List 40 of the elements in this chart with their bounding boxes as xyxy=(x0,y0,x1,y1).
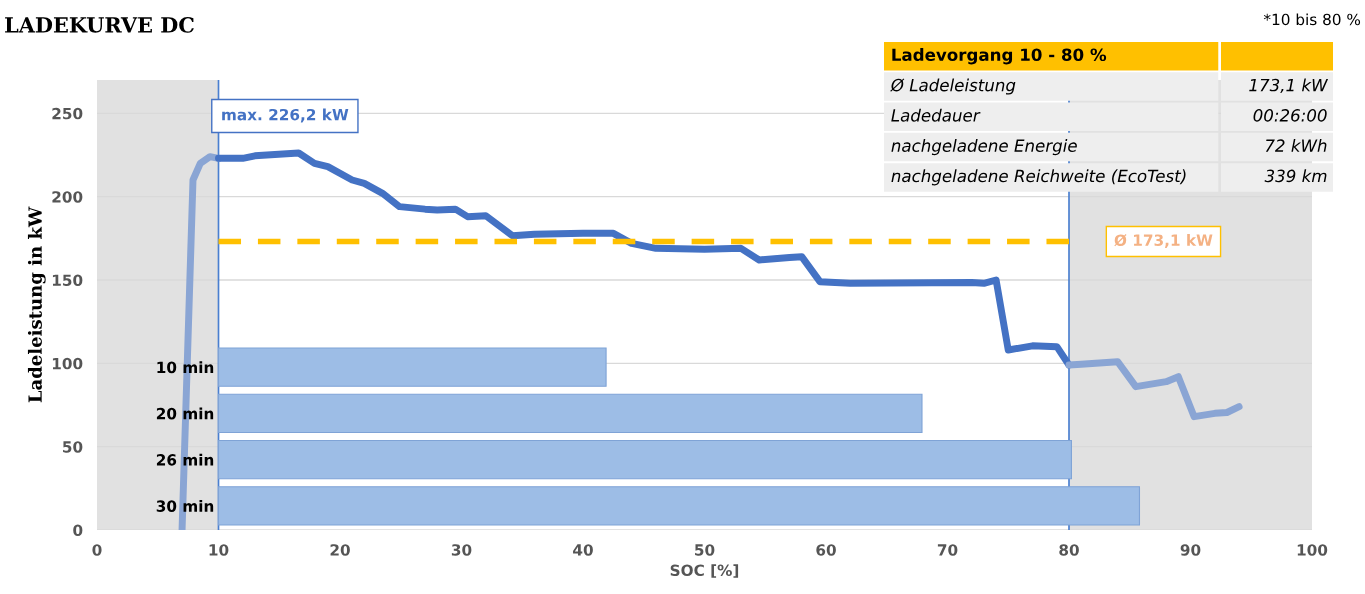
annotation: max. 226,2 kW xyxy=(222,108,349,123)
x-tick-label: 20 xyxy=(330,544,350,556)
x-tick-label: 100 xyxy=(1297,544,1328,556)
bar xyxy=(217,347,607,387)
chart-title: LADEKURVE DC xyxy=(5,17,194,33)
annotation: Ladedauer xyxy=(891,108,981,122)
y-tick-label: 200 xyxy=(52,191,83,203)
y-tick-label: 10 min xyxy=(157,361,214,374)
annotation: 00:26:00 xyxy=(1253,109,1327,122)
annotation: nachgeladene Reichweite (EcoTest) xyxy=(891,169,1186,186)
y-tick-label: 26 min xyxy=(156,453,214,466)
x-tick-label: 0 xyxy=(92,544,102,556)
annotation: nachgeladene Energie xyxy=(891,139,1077,156)
bar xyxy=(217,439,1072,480)
y-tick-label: 50 xyxy=(63,441,83,453)
y-tick-label: 0 xyxy=(73,524,83,537)
x-tick-label: 90 xyxy=(1180,544,1201,556)
y-tick-label: 150 xyxy=(52,274,83,287)
annotation: Ø 173,1 kW xyxy=(1114,234,1213,248)
annotation: 339 km xyxy=(1264,169,1327,183)
x-tick-label: 30 xyxy=(451,544,472,556)
x-tick-label: 80 xyxy=(1059,544,1079,556)
x-tick-label: 60 xyxy=(816,544,836,556)
annotation: Ø Ladeleistung xyxy=(890,78,1016,95)
x-tick-label: 70 xyxy=(937,544,958,556)
x-tick-label: 10 xyxy=(209,544,229,556)
x-axis-title: SOC [%] xyxy=(670,564,739,578)
y-tick-label: 250 xyxy=(52,107,83,120)
text: *10 bis 80 % xyxy=(1263,13,1361,26)
bar xyxy=(217,486,1141,526)
annotation: 173,1 kW xyxy=(1249,78,1329,94)
text: Ladevorgang 10 - 80 % xyxy=(892,48,1107,65)
annotation: 72 kWh xyxy=(1265,139,1327,152)
bar xyxy=(217,393,923,434)
y-tick-label: 30 min xyxy=(156,500,214,512)
x-tick-label: 50 xyxy=(695,544,715,556)
y-tick-label: 100 xyxy=(52,357,83,370)
y-tick-label: 20 min xyxy=(156,407,214,420)
x-tick-label: 40 xyxy=(573,544,593,556)
y-axis-title: Ladeleistung in kW xyxy=(27,206,46,403)
